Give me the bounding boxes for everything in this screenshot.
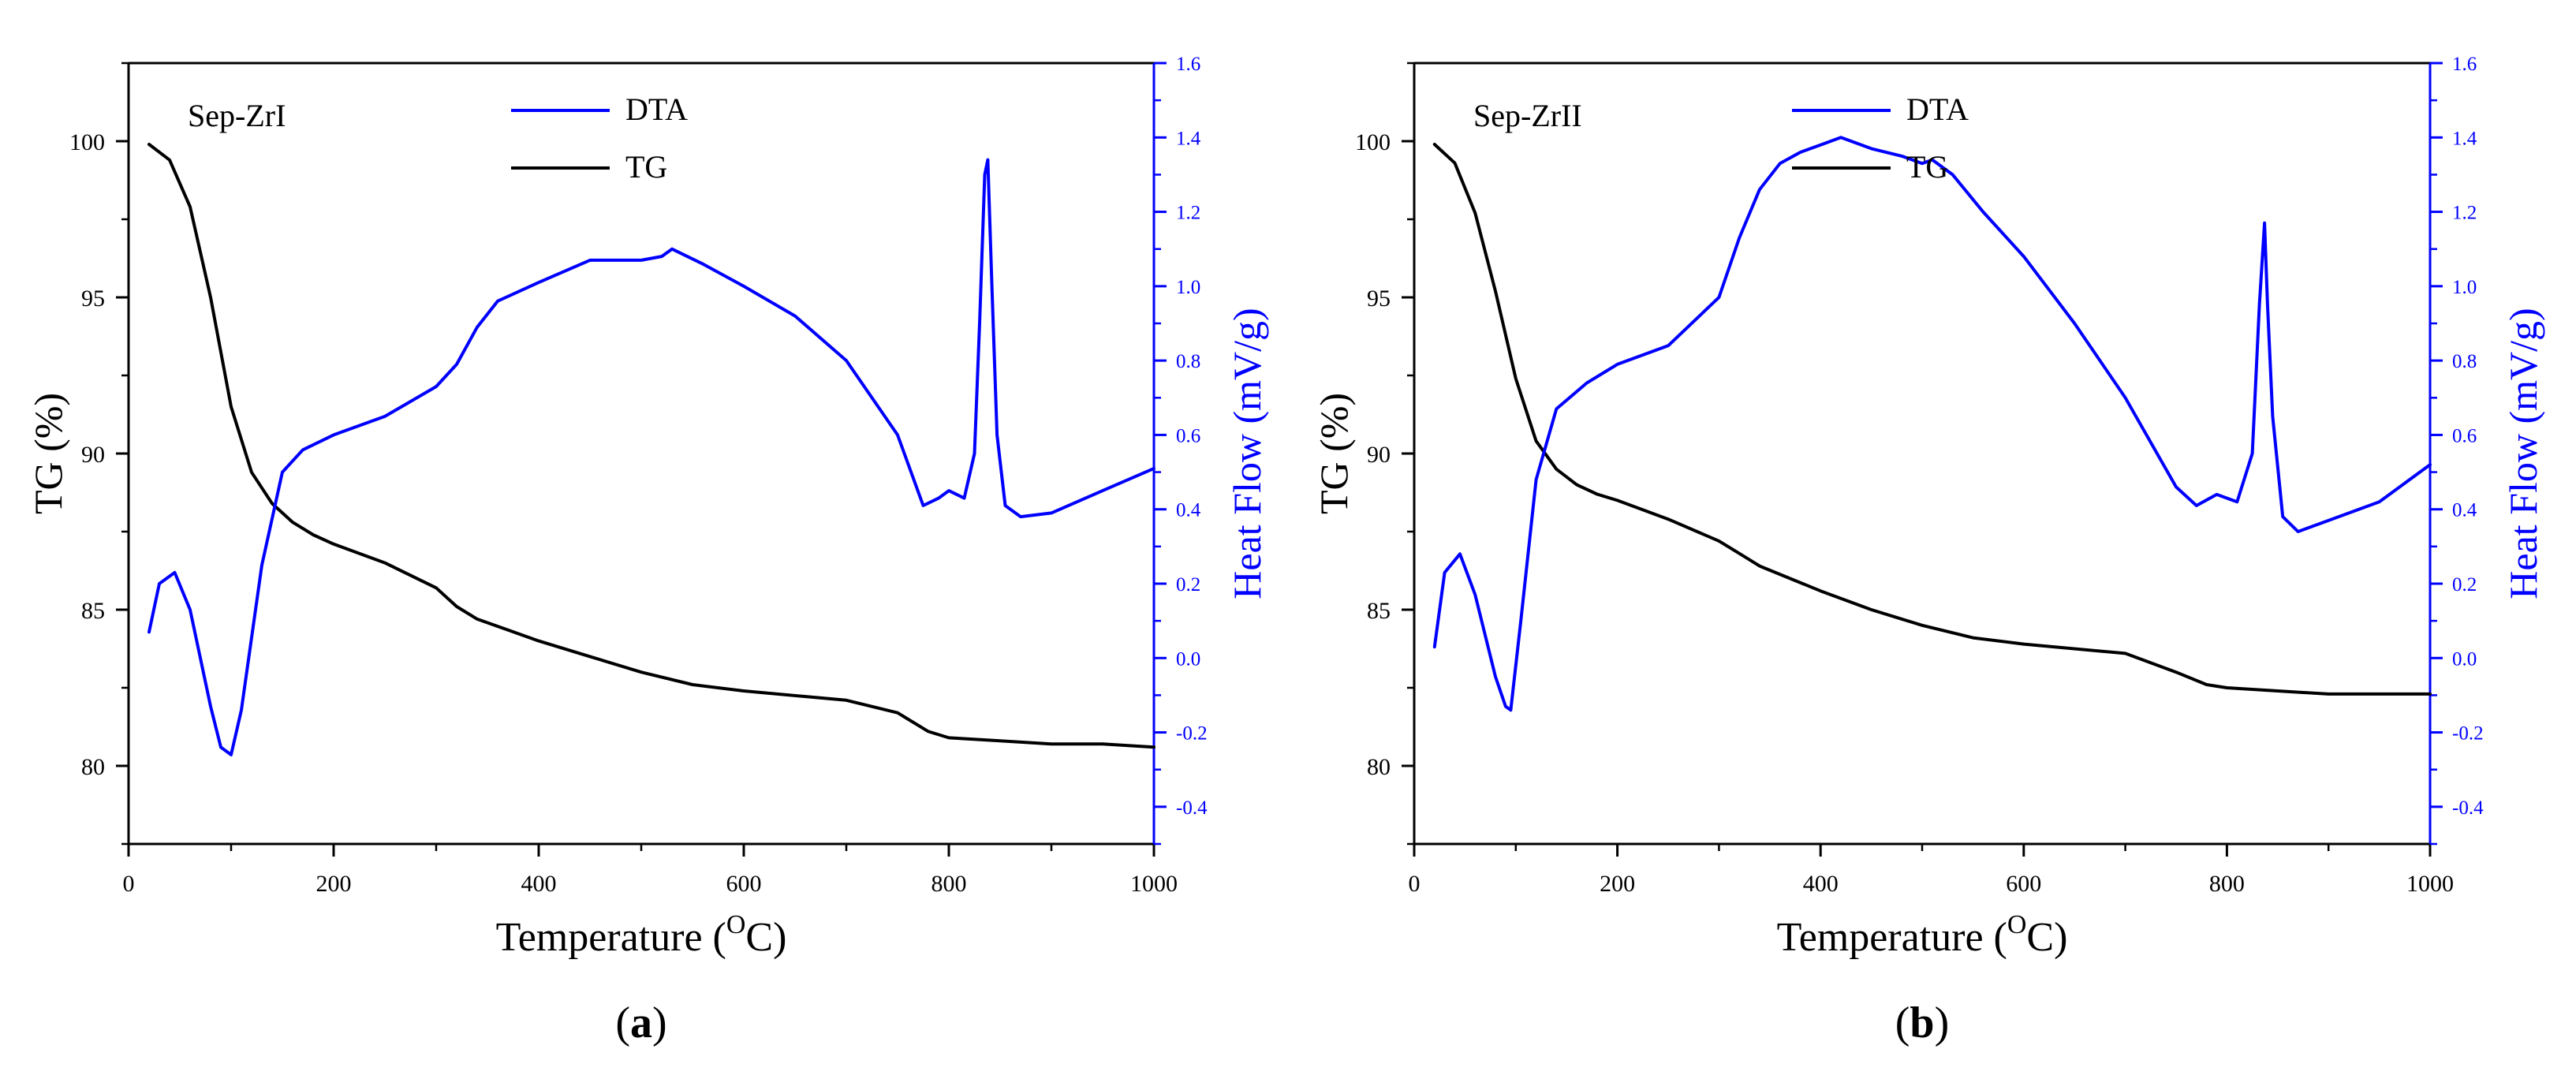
x-tick-label: 0 [123,871,135,897]
x-axis-title-unit: C) [745,915,786,960]
panel-label-open-paren: ( [615,999,630,1047]
sample-label: Sep-ZrI [188,98,286,133]
panel-label-open-paren: ( [1895,999,1910,1047]
y2-tick-label: 0.0 [1176,648,1200,670]
y2-tick-label: 1.6 [2452,54,2477,75]
y2-tick-label: 0.6 [2452,425,2477,446]
x-tick-label: 1000 [1130,871,1178,897]
y2-tick-label: 0.0 [2452,648,2477,670]
x-tick-label: 200 [1600,871,1635,897]
y-axis-title: TG (%) [1312,393,1356,514]
y2-tick-label: 0.8 [2452,351,2477,372]
x-axis-title-unit-sup: O [2007,910,2027,939]
legend-label-tg: TG [1906,149,1948,185]
y-tick-label: 95 [1367,286,1391,312]
legend-label-tg: TG [625,149,667,185]
x-tick-label: 1000 [2406,871,2454,897]
x-axis-title: Temperature (OC) [1777,910,2068,960]
x-axis-title-unit: C) [2026,915,2067,960]
panel-label-letter: a [630,999,652,1047]
y2-tick-label: 0.4 [1176,500,1201,521]
y2-tick-label: -0.2 [2452,723,2484,745]
y2-tick-label: 1.0 [2452,277,2477,298]
y-axis-title: TG (%) [26,393,70,514]
y-tick-label: 95 [81,286,105,312]
y-tick-label: 85 [1367,598,1391,624]
y2-axis-title: Heat Flow (mV/g) [2501,308,2545,599]
x-tick-label: 800 [2209,871,2245,897]
y2-tick-label: -0.4 [1176,797,1208,819]
y2-tick-label: -0.4 [2452,797,2484,819]
panel-a: 0 200 400 600 800 1000 80 85 90 95 100 -0.4 -0.2 0.0 0… [26,54,1269,1047]
y2-tick-label: 0.6 [1176,425,1200,446]
y-tick-label: 80 [81,754,105,780]
x-axis-title-text: Temperature ( [1777,915,2007,960]
y-tick-label: 100 [69,129,105,155]
x-axis-title-unit-sup: O [726,910,746,939]
y2-tick-label: 1.2 [1176,203,1200,224]
panel-label-letter: b [1910,999,1934,1047]
legend-label-dta: DTA [625,91,688,127]
x-tick-label: 400 [1803,871,1839,897]
y-tick-label: 85 [81,598,105,624]
panel-label-close-paren: ) [1935,999,1950,1047]
y2-tick-label: 1.4 [1176,128,1201,149]
y2-tick-label: 1.6 [1176,54,1200,75]
y2-tick-label: 0.2 [2452,574,2477,596]
y2-tick-label: 1.4 [2452,128,2477,149]
y2-axis-title: Heat Flow (mV/g) [1225,308,1269,599]
tg-series-line [147,143,1155,749]
y-tick-label: 80 [1367,754,1391,780]
x-tick-label: 200 [316,871,352,897]
x-tick-label: 600 [2006,871,2041,897]
legend-label-dta: DTA [1906,91,1969,127]
x-tick-label: 0 [1409,871,1421,897]
x-tick-label: 800 [931,871,967,897]
dta-series-line [147,158,1155,756]
panel-label: (a) [615,999,666,1047]
x-tick-label: 400 [521,871,557,897]
tg-series-line [1432,143,2432,696]
panel-label: (b) [1895,999,1949,1047]
dta-series-line [1432,136,2432,712]
x-axis-title: Temperature (OC) [496,910,787,960]
y-tick-label: 100 [1355,129,1391,155]
y2-tick-label: 1.2 [2452,203,2477,224]
y-tick-label: 90 [1367,442,1391,468]
y-tick-label: 90 [81,442,105,468]
sample-label: Sep-ZrII [1473,98,1582,133]
x-axis-title-text: Temperature ( [496,915,726,960]
panel-label-close-paren: ) [652,999,667,1047]
x-tick-label: 600 [726,871,762,897]
panel-b: 0 200 400 600 800 1000 80 85 90 95 100 -0.4 -0.2 0.0 0… [1312,54,2545,1047]
y2-tick-label: 0.2 [1176,574,1200,596]
y2-tick-label: 0.8 [1176,351,1200,372]
y2-tick-label: 1.0 [1176,277,1200,298]
y2-tick-label: 0.4 [2452,500,2477,521]
y2-tick-label: -0.2 [1176,723,1208,745]
